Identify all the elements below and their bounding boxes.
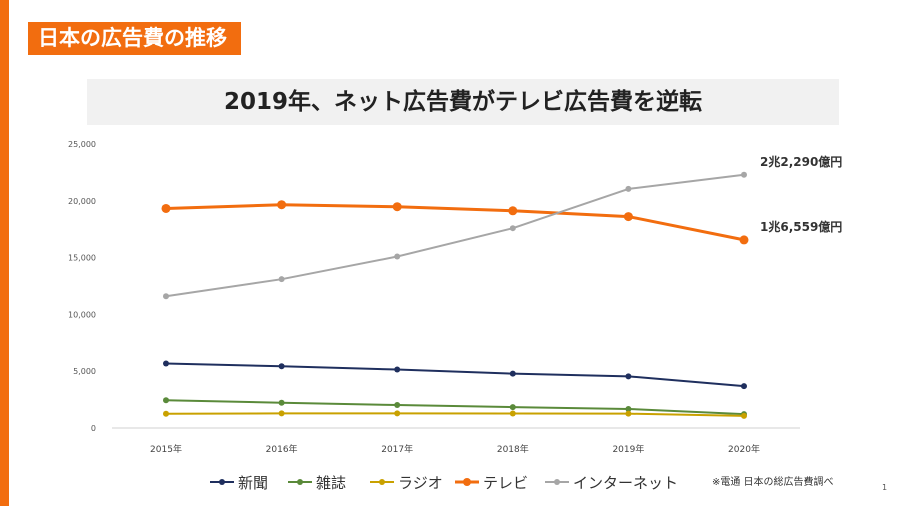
- data-point: [278, 363, 285, 370]
- data-point: [741, 383, 747, 390]
- legend-label: 新聞: [238, 474, 268, 492]
- data-point: [277, 200, 287, 210]
- data-point: [509, 410, 516, 417]
- data-point: [278, 399, 285, 406]
- end-value-annotation: 2兆2,290億円: [760, 154, 842, 169]
- y-tick-label: 5,000: [73, 367, 96, 376]
- data-point: [623, 212, 633, 222]
- data-point: [741, 412, 747, 419]
- data-point: [163, 293, 169, 300]
- data-point: [163, 397, 169, 404]
- legend-label: 雑誌: [316, 474, 346, 492]
- x-tick-label: 2016年: [266, 443, 298, 455]
- data-point: [509, 225, 516, 232]
- y-tick-label: 20,000: [68, 197, 96, 206]
- page-number: 1: [882, 483, 888, 492]
- data-point: [509, 404, 516, 411]
- legend-swatch-marker: [554, 479, 560, 485]
- y-tick-label: 0: [91, 424, 96, 433]
- data-point: [394, 402, 401, 409]
- data-point: [625, 410, 632, 417]
- data-point: [394, 253, 401, 260]
- data-point: [394, 366, 401, 373]
- series-line: [165, 412, 745, 417]
- x-tick-label: 2017年: [381, 443, 413, 455]
- data-point: [625, 373, 632, 380]
- data-point: [163, 360, 169, 367]
- source-note: ※電通 日本の総広告費調べ: [712, 477, 834, 488]
- section-title: 日本の広告費の推移: [28, 22, 241, 55]
- y-tick-label: 15,000: [68, 254, 96, 263]
- x-tick-label: 2019年: [612, 443, 644, 455]
- data-point: [625, 405, 632, 412]
- data-point: [392, 202, 402, 212]
- series-line: [165, 399, 745, 416]
- y-tick-label: 25,000: [68, 140, 96, 149]
- x-tick-label: 2015年: [150, 443, 182, 455]
- legend-label: インターネット: [573, 474, 678, 492]
- accent-side-bar: [0, 0, 9, 506]
- data-point: [508, 206, 518, 216]
- data-point: [741, 171, 747, 178]
- legend-label: テレビ: [483, 474, 528, 492]
- legend-swatch-marker: [219, 479, 225, 485]
- data-point: [509, 370, 516, 377]
- data-point: [163, 410, 169, 417]
- x-tick-label: 2020年: [728, 443, 760, 455]
- data-point: [278, 276, 285, 283]
- series-line: [165, 203, 745, 242]
- data-point: [278, 410, 285, 417]
- legend-label: ラジオ: [398, 474, 443, 492]
- series-line: [165, 173, 745, 298]
- data-point: [394, 410, 401, 417]
- x-tick-label: 2018年: [497, 443, 529, 455]
- series-line: [165, 362, 745, 388]
- legend-swatch-marker: [463, 478, 471, 486]
- end-value-annotation: 1兆6,559億円: [760, 219, 842, 234]
- chart-headline: 2019年、ネット広告費がテレビ広告費を逆転: [87, 79, 839, 125]
- data-point: [625, 185, 632, 192]
- data-point: [739, 235, 749, 245]
- legend-swatch-marker: [297, 479, 303, 485]
- y-tick-label: 10,000: [68, 310, 96, 319]
- legend-swatch-marker: [379, 479, 385, 485]
- data-point: [161, 203, 171, 213]
